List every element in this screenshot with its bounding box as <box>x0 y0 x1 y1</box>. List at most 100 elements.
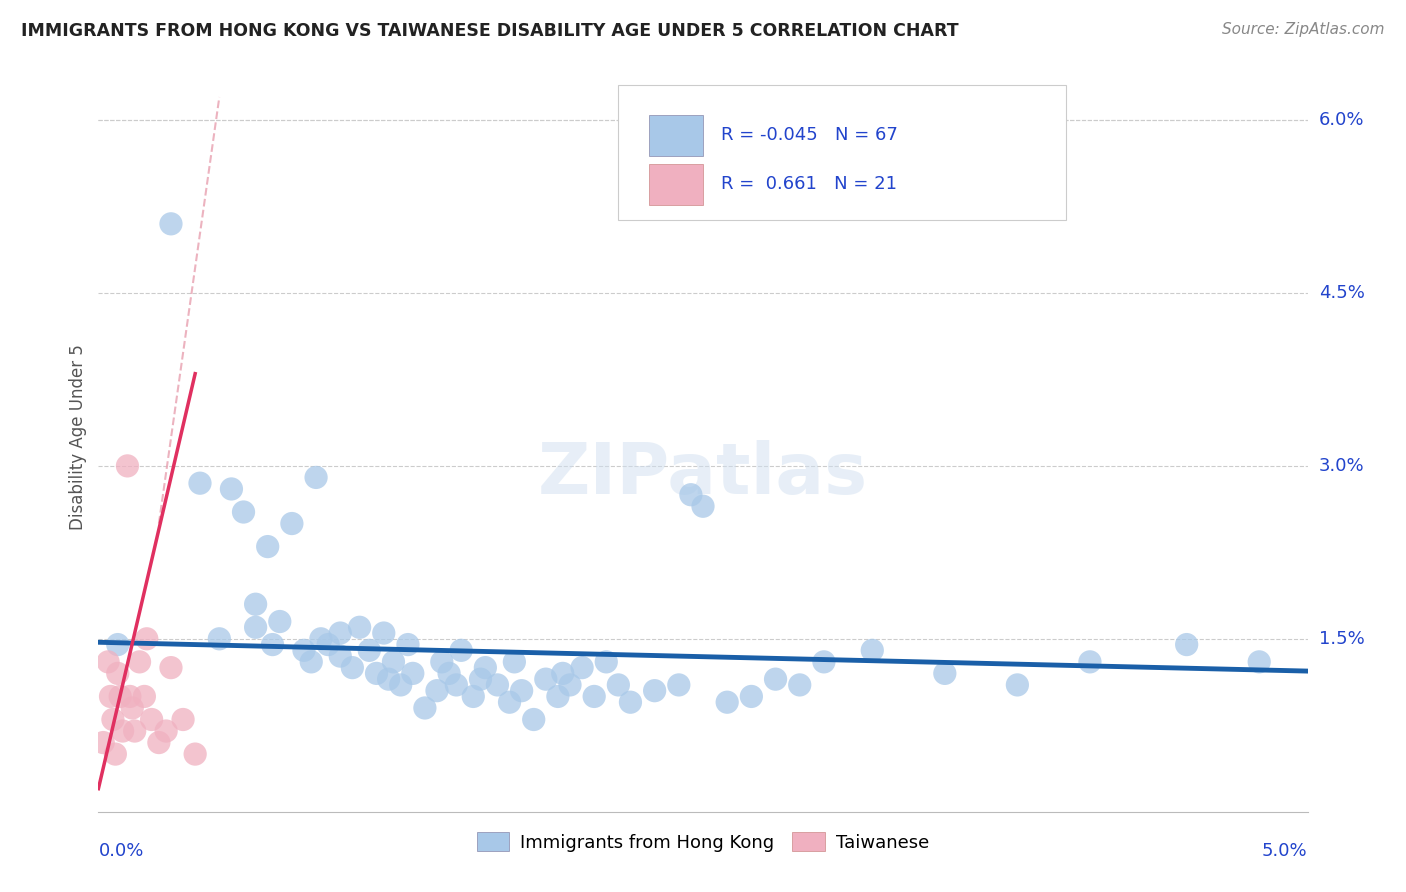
Point <box>245 597 267 611</box>
Point <box>450 643 472 657</box>
Point <box>813 655 835 669</box>
Point <box>402 666 425 681</box>
Point <box>155 724 177 739</box>
Point <box>860 643 883 657</box>
Point <box>789 678 811 692</box>
Point <box>309 632 332 646</box>
Point <box>571 660 593 674</box>
Point <box>107 638 129 652</box>
Text: 0.0%: 0.0% <box>98 842 143 860</box>
Point <box>329 649 352 664</box>
Point <box>108 690 131 704</box>
Point <box>382 655 405 669</box>
Point <box>316 638 339 652</box>
Point <box>558 678 581 692</box>
Point <box>619 695 641 709</box>
Point <box>148 735 170 749</box>
Point <box>101 713 124 727</box>
Point <box>644 683 666 698</box>
Point <box>262 638 284 652</box>
Point <box>551 666 574 681</box>
Point <box>292 643 315 657</box>
Point <box>299 655 322 669</box>
Point <box>184 747 207 761</box>
Point <box>342 660 364 674</box>
Point <box>349 620 371 634</box>
Point <box>91 735 114 749</box>
Point <box>269 615 291 629</box>
Point <box>1007 678 1029 692</box>
Point <box>607 678 630 692</box>
Point <box>208 632 231 646</box>
Point <box>160 217 183 231</box>
Text: 3.0%: 3.0% <box>1319 457 1364 475</box>
Point <box>107 666 129 681</box>
Point <box>1175 638 1198 652</box>
Point <box>740 690 762 704</box>
Point <box>135 632 157 646</box>
Point <box>446 678 468 692</box>
Point <box>486 678 509 692</box>
FancyBboxPatch shape <box>648 115 703 156</box>
Point <box>377 672 399 686</box>
Legend: Immigrants from Hong Kong, Taiwanese: Immigrants from Hong Kong, Taiwanese <box>470 825 936 859</box>
Text: 6.0%: 6.0% <box>1319 112 1364 129</box>
Y-axis label: Disability Age Under 5: Disability Age Under 5 <box>69 344 87 530</box>
Point <box>716 695 738 709</box>
FancyBboxPatch shape <box>648 163 703 205</box>
Point <box>188 476 211 491</box>
Point <box>534 672 557 686</box>
Point <box>523 713 546 727</box>
Point <box>232 505 254 519</box>
Point <box>100 690 122 704</box>
Point <box>221 482 243 496</box>
Point <box>256 540 278 554</box>
Text: 4.5%: 4.5% <box>1319 284 1365 302</box>
Point <box>373 626 395 640</box>
Point <box>503 655 526 669</box>
Point <box>668 678 690 692</box>
Point <box>97 655 120 669</box>
Point <box>547 690 569 704</box>
Point <box>426 683 449 698</box>
Point <box>141 713 163 727</box>
Point <box>245 620 267 634</box>
Text: IMMIGRANTS FROM HONG KONG VS TAIWANESE DISABILITY AGE UNDER 5 CORRELATION CHART: IMMIGRANTS FROM HONG KONG VS TAIWANESE D… <box>21 22 959 40</box>
Point <box>934 666 956 681</box>
Point <box>134 690 156 704</box>
Point <box>305 470 328 484</box>
Point <box>510 683 533 698</box>
Text: Source: ZipAtlas.com: Source: ZipAtlas.com <box>1222 22 1385 37</box>
Point <box>396 638 419 652</box>
Point <box>437 666 460 681</box>
Point <box>121 701 143 715</box>
Point <box>281 516 304 531</box>
Point <box>1078 655 1101 669</box>
Point <box>474 660 496 674</box>
Point <box>172 713 194 727</box>
Point <box>413 701 436 715</box>
Point <box>117 458 139 473</box>
Point <box>595 655 617 669</box>
Point <box>692 500 714 514</box>
Point <box>118 690 141 704</box>
Point <box>463 690 485 704</box>
Point <box>1249 655 1271 669</box>
Point <box>128 655 150 669</box>
Point <box>124 724 146 739</box>
FancyBboxPatch shape <box>619 85 1066 219</box>
Point <box>366 666 388 681</box>
Text: ZIPatlas: ZIPatlas <box>538 440 868 509</box>
Point <box>679 488 702 502</box>
Point <box>583 690 606 704</box>
Point <box>765 672 787 686</box>
Point <box>430 655 453 669</box>
Point <box>389 678 412 692</box>
Point <box>359 643 381 657</box>
Text: 5.0%: 5.0% <box>1263 842 1308 860</box>
Point <box>329 626 352 640</box>
Point <box>470 672 492 686</box>
Point <box>104 747 127 761</box>
Point <box>111 724 134 739</box>
Text: 1.5%: 1.5% <box>1319 630 1364 648</box>
